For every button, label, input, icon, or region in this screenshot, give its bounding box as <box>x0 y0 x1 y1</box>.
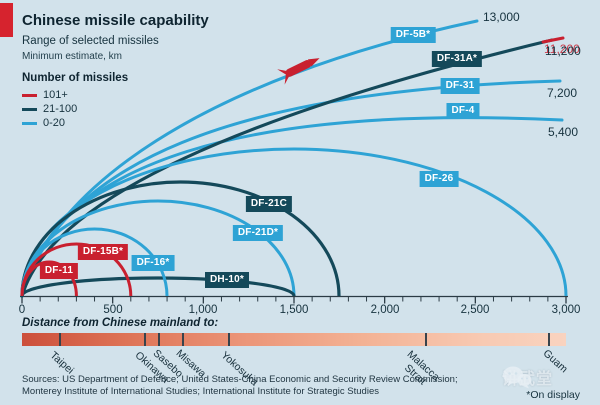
x-tick-1000: 1,000 <box>188 304 218 316</box>
arc-df-21d <box>20 199 296 297</box>
x-tick-1500: 1,500 <box>279 304 309 316</box>
brand-red-tab <box>0 3 13 37</box>
sources-line-2: Monterey Institute of International Stud… <box>22 386 379 397</box>
legend-label: 0-20 <box>43 117 66 129</box>
tag-df-11: DF-11 <box>39 263 79 279</box>
legend-item-101plus: 101+ <box>22 89 68 101</box>
arc-df-21c <box>20 180 341 297</box>
tag-dh-10: DH-10* <box>205 272 249 288</box>
sources-line-1: Sources: US Department of Defence; Unite… <box>22 374 458 385</box>
legend-swatch-red <box>22 93 37 97</box>
x-tick-3000: 3,000 <box>551 304 581 316</box>
arc-df-11 <box>20 260 78 297</box>
legend-swatch-dark-blue <box>22 107 37 111</box>
range-value-df-31a: 11,200 11,200 <box>544 42 581 58</box>
on-display-footnote: *On display <box>526 389 580 401</box>
legend-item-0-20: 0-20 <box>22 117 65 129</box>
tag-df-16: DF-16* <box>131 255 175 271</box>
tag-df-15b: DF-15B* <box>77 244 129 260</box>
x-axis-ticks <box>21 297 567 304</box>
range-value-df-4: 5,400 <box>548 125 579 139</box>
legend-item-21-100: 21-100 <box>22 103 77 115</box>
legend-label: 21-100 <box>43 103 78 115</box>
arc-df-26 <box>20 147 568 297</box>
tag-df-31: DF-31 <box>440 78 480 94</box>
range-value-df-31: 7,200 <box>547 86 578 100</box>
distance-gradient-bar <box>22 333 566 346</box>
x-tick-2500: 2,500 <box>460 304 490 316</box>
x-tick-500: 500 <box>103 304 123 316</box>
unit-note: Minimum estimate, km <box>22 51 123 62</box>
arc-df-31a-red-tip <box>541 36 565 44</box>
legend-title: Number of missiles <box>22 72 129 84</box>
legend-swatch-light-blue <box>22 121 37 125</box>
x-tick-2000: 2,000 <box>370 304 400 316</box>
bar-tick-guam <box>548 333 550 346</box>
watermark: 讲武堂 <box>502 365 553 389</box>
tag-df-31a: DF-31A* <box>431 51 483 67</box>
x-tick-0: 0 <box>18 304 26 316</box>
chart-title: Chinese missile capability <box>22 12 209 29</box>
legend-label: 101+ <box>43 89 68 101</box>
tag-df-26: DF-26 <box>419 171 459 187</box>
bar-tick-yokosuka <box>228 333 230 346</box>
arc-dh-10 <box>20 276 296 297</box>
range-value-df-5b: 13,000 <box>483 10 520 24</box>
bar-tick-malacca <box>425 333 427 346</box>
tag-df-21d: DF-21D* <box>232 225 284 241</box>
tag-df-21c: DF-21C <box>245 196 293 212</box>
bar-tick-misawa <box>182 333 184 346</box>
wechat-icon <box>503 366 532 389</box>
missile-icon <box>277 58 320 85</box>
tag-df-5b: DF-5B* <box>390 27 436 43</box>
bar-tick-okinawa <box>144 333 146 346</box>
distance-bar-title: Distance from Chinese mainland to: <box>22 317 219 329</box>
chart-subtitle: Range of selected missiles <box>22 35 159 47</box>
bar-tick-sasebo <box>158 333 160 346</box>
tag-df-4: DF-4 <box>446 103 480 119</box>
bar-tick-taipei <box>59 333 61 346</box>
